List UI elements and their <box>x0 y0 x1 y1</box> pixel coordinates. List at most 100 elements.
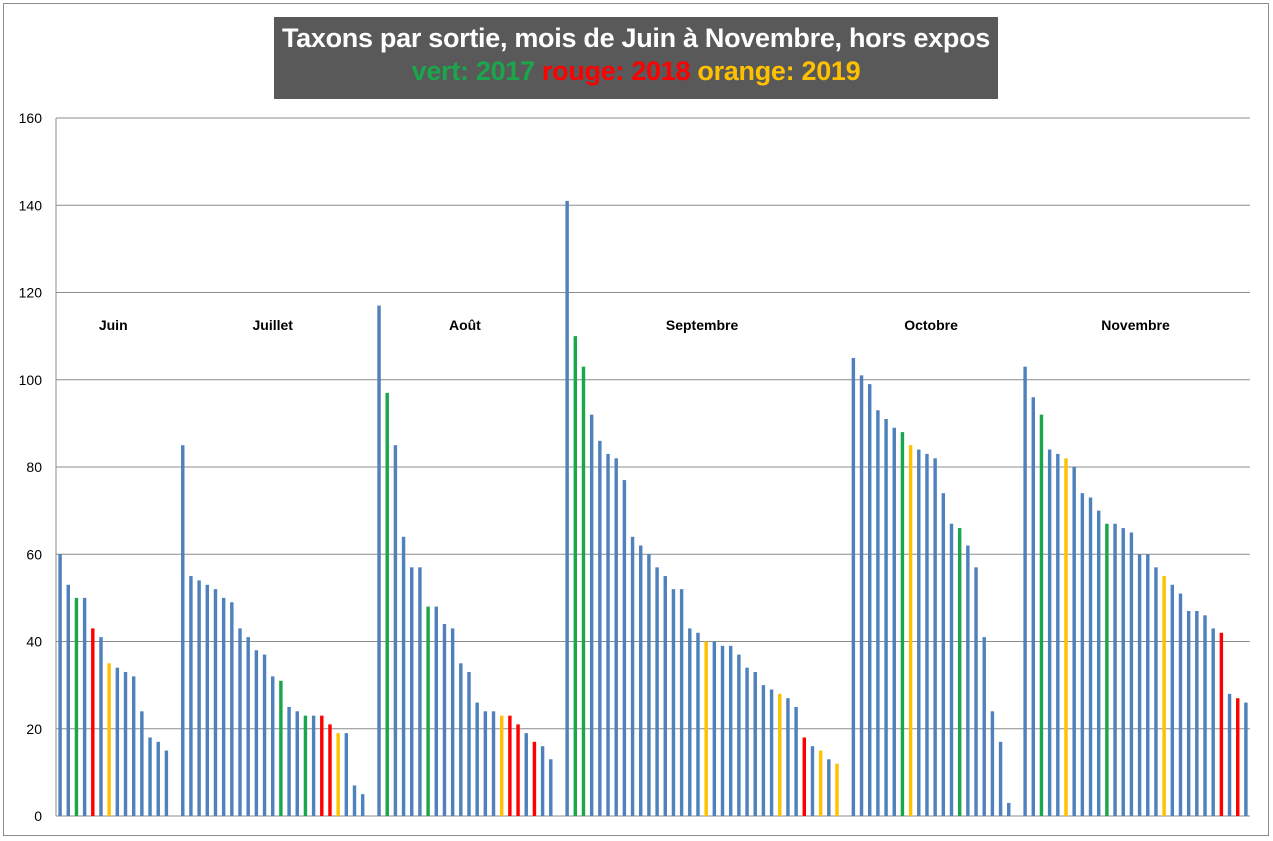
bar <box>622 480 627 816</box>
bar <box>336 733 340 816</box>
bar <box>908 445 913 816</box>
bar <box>745 667 749 816</box>
bar <box>998 741 1003 816</box>
bar <box>181 445 185 816</box>
bar <box>410 567 414 816</box>
bar <box>189 576 193 816</box>
y-tick-label: 0 <box>34 808 42 824</box>
bar <box>1007 802 1011 816</box>
bar <box>66 584 70 816</box>
bar <box>1154 567 1158 816</box>
bar <box>1195 610 1199 816</box>
bar <box>573 336 578 816</box>
bar <box>91 628 95 816</box>
bar <box>868 384 872 816</box>
bar <box>1203 615 1207 816</box>
bar <box>377 305 381 816</box>
bar <box>769 689 774 816</box>
bar <box>164 750 169 816</box>
y-tick-label: 140 <box>19 197 43 213</box>
bar <box>311 715 316 816</box>
y-tick-label: 160 <box>19 110 43 126</box>
bar <box>246 637 250 816</box>
bar <box>156 741 160 816</box>
bar <box>786 698 790 816</box>
bar <box>107 663 111 816</box>
bar <box>442 624 447 816</box>
bar <box>82 597 87 816</box>
bar <box>1031 397 1035 816</box>
bar <box>401 536 406 816</box>
bar <box>1219 632 1224 816</box>
bar <box>647 554 651 816</box>
bar <box>712 641 717 816</box>
bar <box>549 759 553 816</box>
bar <box>320 715 324 816</box>
bar <box>1186 610 1191 816</box>
chart-title: Taxons par sortie, mois de Juin à Novemb… <box>281 23 990 53</box>
bar <box>835 763 839 816</box>
bar <box>491 711 496 816</box>
bar <box>802 737 807 816</box>
bar <box>1137 554 1142 816</box>
bar <box>639 545 643 816</box>
bar <box>1236 698 1240 816</box>
y-tick-label: 40 <box>26 634 42 650</box>
bar <box>778 693 782 816</box>
bar <box>516 724 520 816</box>
bar <box>221 597 226 816</box>
bar <box>524 733 528 816</box>
bar <box>508 715 512 816</box>
month-label-5: Novembre <box>1101 317 1170 333</box>
bar <box>99 637 103 816</box>
bar <box>917 449 921 816</box>
bar <box>1080 493 1085 816</box>
bar <box>753 672 757 816</box>
bar <box>794 706 798 816</box>
bar <box>589 414 594 816</box>
bar <box>728 645 733 816</box>
bar <box>352 785 357 816</box>
bar <box>385 392 389 816</box>
y-tick-label: 80 <box>26 459 42 475</box>
bar <box>679 589 684 816</box>
bar <box>295 711 299 816</box>
bar <box>303 715 308 816</box>
bar <box>140 711 144 816</box>
bar <box>540 746 545 816</box>
bar <box>213 589 218 816</box>
bar <box>1211 628 1215 816</box>
bar <box>1064 458 1068 816</box>
bar <box>328 724 332 816</box>
bar <box>941 493 946 816</box>
bar <box>197 580 201 816</box>
bar <box>1056 453 1060 816</box>
bar <box>630 536 635 816</box>
bar <box>761 685 766 816</box>
bar <box>663 576 667 816</box>
bar <box>892 427 896 816</box>
bar <box>74 597 79 816</box>
bar <box>148 737 152 816</box>
bar <box>655 567 659 816</box>
chart-title-box: Taxons par sortie, mois de Juin à Novemb… <box>274 17 998 99</box>
month-label-3: Septembre <box>666 317 739 333</box>
bar <box>532 741 537 816</box>
bar <box>720 645 725 816</box>
bar <box>671 589 676 816</box>
bar <box>205 584 210 816</box>
bar <box>696 632 700 816</box>
bar <box>426 606 430 816</box>
bar <box>925 453 929 816</box>
bar <box>949 523 954 816</box>
bar <box>974 567 978 816</box>
bar <box>614 458 618 816</box>
bar <box>1096 510 1101 816</box>
month-label-4: Octobre <box>904 317 958 333</box>
bar <box>1227 693 1232 816</box>
bar <box>115 667 120 816</box>
bar <box>271 676 275 816</box>
bar <box>990 711 995 816</box>
bar <box>1162 576 1166 816</box>
